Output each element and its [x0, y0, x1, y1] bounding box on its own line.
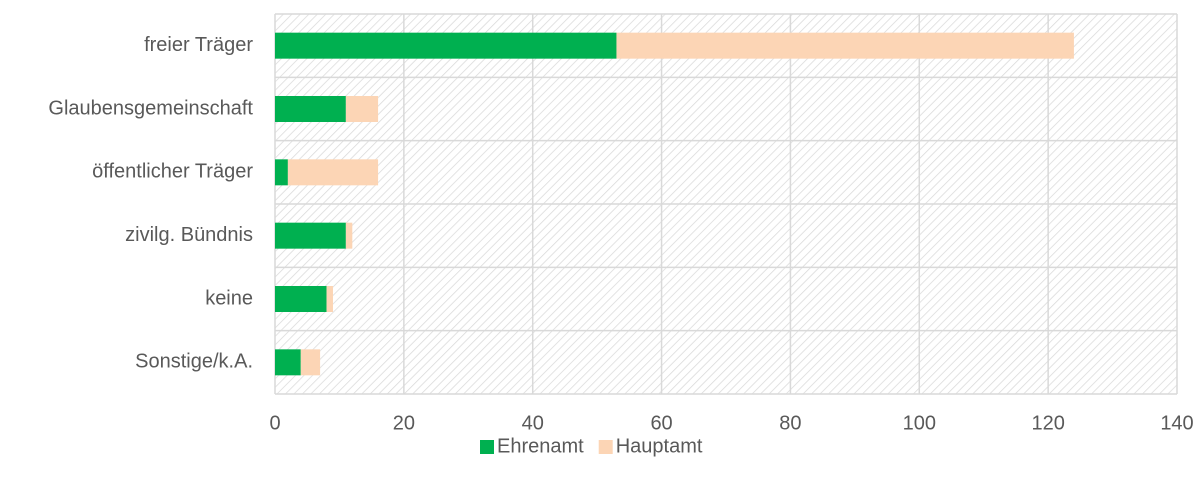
bar-segment: [275, 349, 301, 376]
x-tick-label: 60: [650, 412, 672, 434]
legend-swatch: [598, 440, 613, 454]
bar-segment: [345, 222, 353, 249]
bar-segment: [287, 159, 379, 186]
x-tick-label: 20: [393, 412, 415, 434]
bar-segment: [616, 32, 1074, 59]
bar-segment: [275, 159, 288, 186]
y-tick-label: zivilg. Bündnis: [125, 224, 253, 246]
y-tick-label: freier Träger: [144, 34, 253, 56]
legend-swatch: [480, 440, 494, 454]
y-tick-label: Sonstige/k.A.: [135, 351, 253, 373]
x-tick-label: 80: [779, 412, 801, 434]
y-tick-label: Glaubensgemeinschaft: [48, 97, 253, 119]
bar-segment: [326, 286, 333, 312]
bar-segment: [300, 349, 321, 376]
x-tick-label: 120: [1031, 412, 1064, 434]
y-tick-label: keine: [205, 287, 253, 309]
x-tick-label: 0: [269, 412, 280, 434]
x-tick-label: 140: [1160, 412, 1193, 434]
x-tick-label: 100: [903, 412, 936, 434]
bar-segment: [345, 96, 379, 122]
bar-segment: [275, 286, 327, 312]
bar-segment: [275, 222, 346, 249]
bar-segment: [275, 32, 617, 59]
y-tick-label: öffentlicher Träger: [92, 161, 253, 183]
bar-segment: [275, 96, 346, 122]
x-tick-label: 40: [522, 412, 544, 434]
legend-label: Hauptamt: [616, 435, 703, 457]
legend-label: Ehrenamt: [497, 435, 584, 457]
